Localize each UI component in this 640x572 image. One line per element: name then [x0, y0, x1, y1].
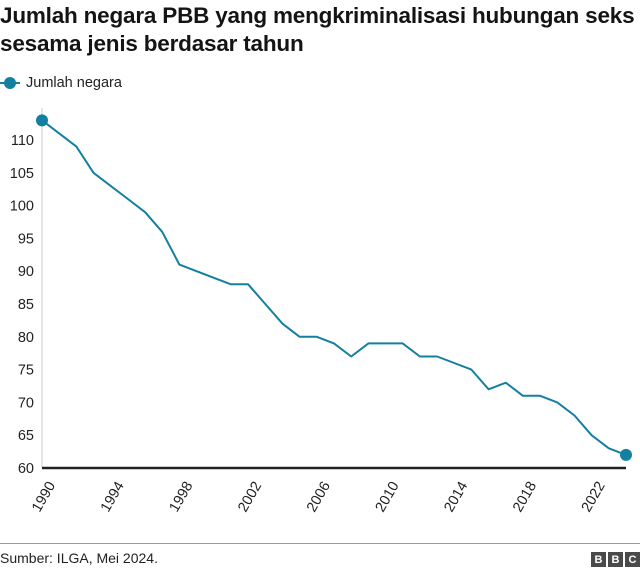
- x-tick-label: 2006: [304, 479, 334, 515]
- x-axis: 1990 1994 1998 2002 2006 2010 2014 2018 2022: [29, 466, 626, 515]
- y-tick-label: 110: [11, 133, 34, 149]
- line-chart: 60 65 70 75 80 85 90 95 100 105 110 1990 1994 1998 20…: [10, 108, 632, 515]
- data-point-marker: [36, 114, 48, 127]
- bbc-logo-letter: B: [608, 552, 623, 567]
- y-tick-label: 100: [10, 199, 34, 215]
- y-tick-label: 90: [18, 264, 34, 280]
- y-tick-label: 85: [18, 297, 34, 313]
- bbc-logo-letter: B: [591, 552, 606, 567]
- x-tick-label: 2018: [510, 479, 540, 515]
- x-tick-label: 2002: [235, 479, 265, 515]
- legend-label: Jumlah negara: [26, 75, 122, 91]
- y-tick-label: 95: [18, 231, 34, 247]
- bbc-logo: B B C: [591, 552, 640, 567]
- y-tick-label: 70: [18, 395, 34, 411]
- x-tick-label: 1990: [29, 479, 59, 515]
- legend: Jumlah negara: [0, 73, 122, 93]
- series-jumlah-negara: [36, 114, 632, 461]
- x-tick-label: 1998: [167, 479, 197, 515]
- source-note: Sumber: ILGA, Mei 2024.: [0, 550, 158, 566]
- footer-divider: [0, 543, 640, 544]
- data-point-marker: [620, 448, 632, 461]
- x-tick-label: 2022: [579, 479, 609, 515]
- y-tick-label: 60: [18, 461, 34, 477]
- chart-title: Jumlah negara PBB yang mengkriminalisasi…: [0, 3, 635, 56]
- y-tick-label: 105: [10, 166, 34, 182]
- y-tick-label: 75: [18, 363, 34, 379]
- legend-line-marker-icon: [0, 73, 22, 93]
- bbc-logo-letter: C: [625, 552, 640, 567]
- y-tick-label: 65: [18, 428, 34, 444]
- y-tick-label: 80: [18, 330, 34, 346]
- y-axis: 60 65 70 75 80 85 90 95 100 105 110: [10, 108, 43, 477]
- x-tick-label: 1994: [98, 479, 128, 515]
- x-tick-label: 2010: [373, 479, 403, 515]
- x-tick-label: 2014: [441, 479, 471, 515]
